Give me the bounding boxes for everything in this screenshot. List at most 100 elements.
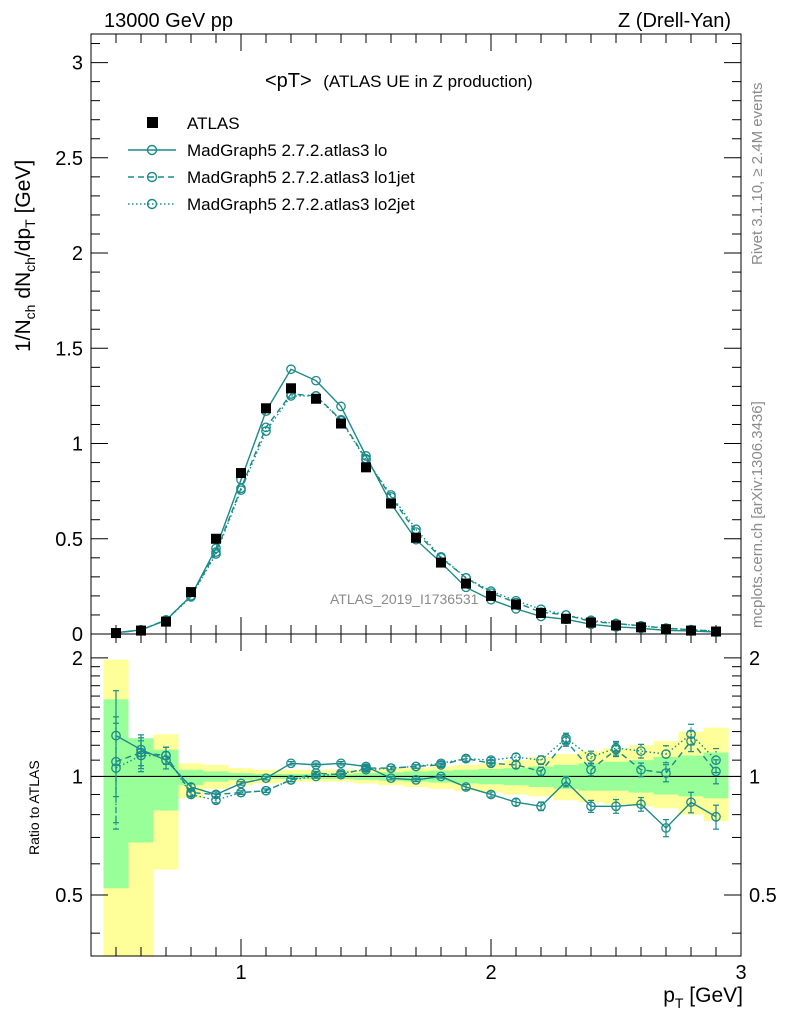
ratio-point-0	[711, 811, 721, 822]
ratio-point-2	[586, 752, 596, 762]
ratio-point-1	[636, 764, 646, 775]
atlas-data-point	[636, 622, 646, 633]
ratio-y-axis-title: Ratio to ATLAS	[26, 760, 42, 855]
y-tick-label: 2	[72, 243, 83, 265]
side-label-rivet: Rivet 3.1.10, ≥ 2.4M events	[749, 83, 766, 266]
legend-label-atlas: ATLAS	[187, 114, 240, 133]
ratio-band-green	[178, 769, 204, 786]
series-point-0	[311, 375, 321, 386]
atlas-data-point	[161, 616, 171, 627]
ratio-point-2	[386, 763, 396, 773]
y-tick-label: 0	[72, 624, 83, 646]
ratio-point-1	[661, 768, 671, 778]
plot-title: <pT>	[265, 70, 312, 92]
ratio-point-2	[436, 758, 446, 769]
ratio-point-0	[686, 797, 696, 808]
legend-marker-lo1jet	[146, 171, 158, 183]
x-tick-label: 3	[735, 962, 746, 984]
x-tick-label: 2	[485, 962, 496, 984]
y-tick-label: 1	[72, 434, 83, 456]
atlas-data-point	[561, 613, 571, 624]
ratio-axes: 1 2 3 0.5 0.5 1 1 2 2	[55, 634, 777, 984]
ratio-point-0	[511, 797, 521, 808]
plot-subtitle: (ATLAS UE in Z production)	[323, 72, 532, 91]
ratio-point-2	[461, 753, 471, 764]
atlas-data-point	[286, 383, 296, 394]
ratio-point-0	[336, 758, 346, 769]
y-tick-label: 1.5	[55, 338, 83, 360]
ratio-y-tick-label-right: 0.5	[749, 885, 777, 907]
legend: ATLAS MadGraph5 2.7.2.atlas3 lo MadGraph…	[128, 114, 415, 214]
ratio-y-tick-label-right: 2	[749, 648, 760, 670]
ratio-point-2	[411, 761, 421, 772]
legend-label-lo1jet: MadGraph5 2.7.2.atlas3 lo1jet	[187, 168, 415, 187]
atlas-data-point	[611, 620, 621, 631]
ratio-point-2	[186, 789, 196, 800]
main-data-points	[111, 383, 721, 639]
ratio-point-2	[711, 755, 721, 766]
ratio-point-2	[286, 775, 296, 785]
legend-marker-lo2jet	[146, 198, 158, 210]
x-axis-title: pT [GeV]	[663, 984, 743, 1011]
ratio-point-1	[111, 756, 121, 767]
atlas-data-point	[261, 403, 271, 414]
atlas-data-point	[461, 578, 471, 589]
ratio-point-1	[511, 760, 521, 770]
side-label-mcplots: mcplots.cern.ch [arXiv:1306.3436]	[749, 401, 766, 628]
x-tick-label: 1	[235, 962, 246, 984]
atlas-data-point	[711, 626, 721, 637]
legend-marker-lo	[146, 144, 158, 156]
legend-label-lo: MadGraph5 2.7.2.atlas3 lo	[187, 141, 387, 160]
ratio-point-2	[686, 729, 696, 740]
atlas-data-point	[336, 418, 346, 429]
ratio-point-2	[661, 749, 671, 759]
ratio-y-tick-label: 0.5	[55, 885, 83, 907]
ratio-point-1	[486, 758, 496, 769]
y-tick-label: 3	[72, 53, 83, 75]
ratio-y-tick-label-right: 1	[749, 766, 760, 788]
ratio-point-0	[661, 823, 671, 833]
y-tick-label: 0.5	[55, 529, 83, 551]
ratio-point-1	[536, 766, 546, 777]
ratio-point-2	[161, 750, 171, 761]
ratio-point-2	[636, 746, 646, 756]
ratio-point-0	[561, 776, 571, 787]
atlas-data-point	[136, 625, 146, 636]
svg-text:<pT> (ATLAS UE in Z produc: <pT> (ATLAS UE in Z production)	[265, 70, 533, 92]
ratio-point-2	[336, 768, 346, 778]
ratio-point-2	[136, 750, 146, 761]
atlas-data-point	[386, 498, 396, 509]
series-point-2	[236, 485, 246, 496]
atlas-data-point	[536, 608, 546, 619]
legend-label-lo2jet: MadGraph5 2.7.2.atlas3 lo2jet	[187, 195, 415, 214]
ratio-point-2	[311, 771, 321, 782]
ratio-point-0	[436, 771, 446, 782]
ratio-point-0	[311, 760, 321, 770]
ratio-point-0	[586, 801, 596, 812]
atlas-data-point	[511, 599, 521, 610]
ratio-y-tick-label: 1	[72, 766, 83, 788]
atlas-data-point	[111, 628, 121, 639]
atlas-data-point	[436, 557, 446, 568]
atlas-data-point	[361, 462, 371, 473]
series-point-2	[261, 426, 271, 436]
atlas-data-point	[411, 532, 421, 543]
ratio-point-0	[611, 801, 621, 812]
ratio-point-0	[461, 782, 471, 792]
atlas-data-point	[586, 617, 596, 628]
analysis-watermark: ATLAS_2019_I1736531	[330, 591, 479, 607]
ratio-point-1	[136, 747, 146, 758]
atlas-data-point	[686, 625, 696, 636]
ratio-point-2	[361, 764, 371, 775]
atlas-data-point	[211, 533, 221, 544]
atlas-data-point	[486, 590, 496, 601]
ratio-line-2	[115, 733, 717, 801]
ratio-point-0	[536, 801, 546, 812]
ratio-point-2	[536, 755, 546, 766]
atlas-data-point	[311, 393, 321, 404]
atlas-data-point	[661, 624, 671, 635]
series-point-0	[361, 451, 371, 461]
ratio-point-2	[236, 787, 246, 798]
series-point-2	[211, 549, 221, 559]
